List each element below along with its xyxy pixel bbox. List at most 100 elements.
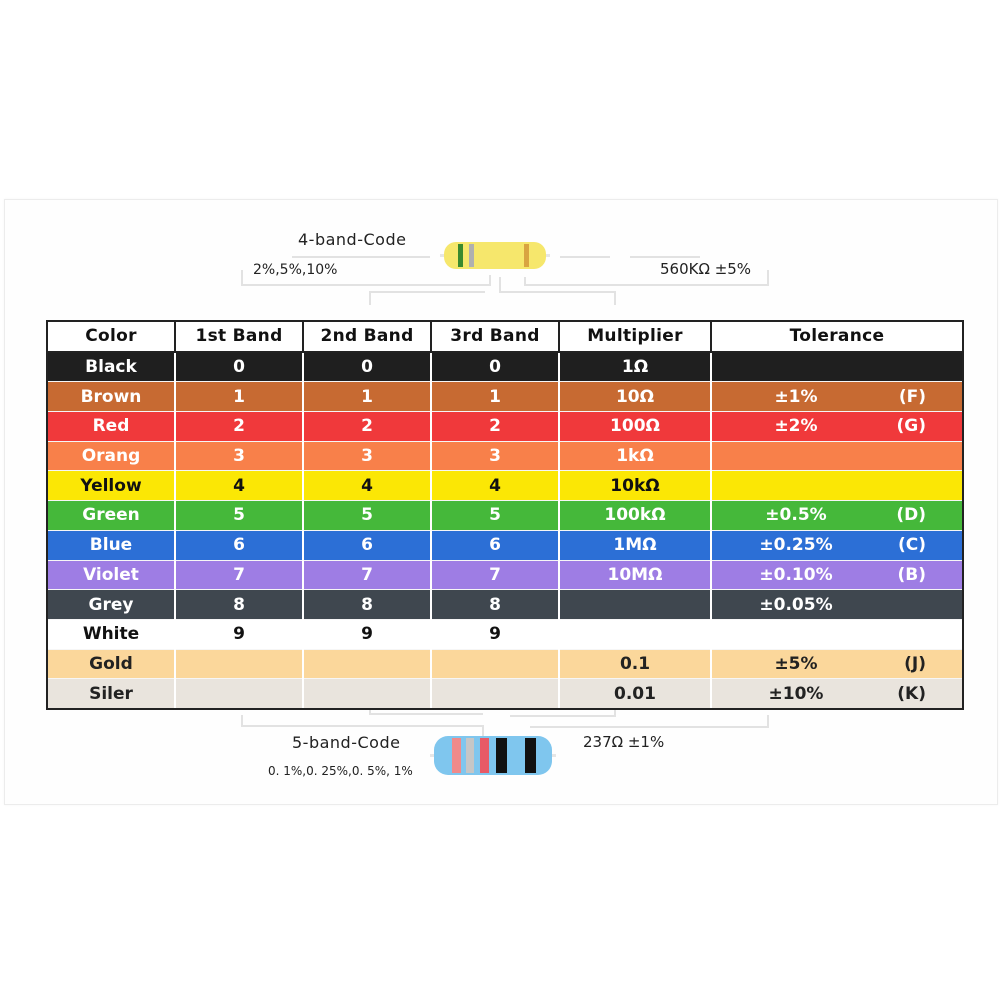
band3-cell: 2 xyxy=(430,411,560,442)
band1-cell: 5 xyxy=(174,500,304,531)
color-cell: Gold xyxy=(46,648,176,680)
resistor4-band-2 xyxy=(469,244,474,267)
band2-cell: 4 xyxy=(302,470,432,502)
color-cell: Brown xyxy=(46,381,176,413)
four-band-code-title: 4-band-Code xyxy=(298,230,407,249)
tolerance-cell xyxy=(710,470,964,502)
color-cell: Orang xyxy=(46,440,176,472)
multiplier-cell: 10kΩ xyxy=(558,470,712,502)
header-color: Color xyxy=(46,320,176,353)
tolerance-value: ±0.05% xyxy=(759,594,833,615)
band2-cell: 0 xyxy=(302,351,432,383)
five-band-resistor-icon xyxy=(430,736,556,775)
tolerance-cell xyxy=(710,351,964,383)
resistor-color-code-table: Color 1st Band 2nd Band 3rd Band Multipl… xyxy=(46,320,964,710)
band1-cell xyxy=(174,678,304,710)
band1-cell: 4 xyxy=(174,470,304,502)
band3-cell: 0 xyxy=(430,351,560,383)
band2-cell: 8 xyxy=(302,589,432,620)
multiplier-cell xyxy=(558,589,712,620)
header-multiplier: Multiplier xyxy=(558,320,712,353)
band3-cell xyxy=(430,678,560,710)
header-tolerance: Tolerance xyxy=(710,320,964,353)
band2-cell: 6 xyxy=(302,529,432,561)
tolerance-letter-code: (F) xyxy=(898,386,926,407)
multiplier-cell: 1Ω xyxy=(558,351,712,383)
multiplier-cell: 10Ω xyxy=(558,381,712,413)
color-cell: Siler xyxy=(46,678,176,710)
tolerance-cell: ±0.25% (C) xyxy=(710,529,964,561)
four-band-resistor-icon xyxy=(440,242,550,269)
color-cell: Black xyxy=(46,351,176,383)
multiplier-cell: 1MΩ xyxy=(558,529,712,561)
table-row: Grey 8 8 8 ±0.05% xyxy=(46,589,964,620)
band2-cell: 1 xyxy=(302,381,432,413)
resistor5-body xyxy=(434,736,552,775)
resistor5-band-4 xyxy=(496,738,507,773)
tolerance-value: ±0.25% xyxy=(759,535,833,556)
color-cell: White xyxy=(46,618,176,650)
band1-cell xyxy=(174,648,304,680)
band1-cell: 3 xyxy=(174,440,304,472)
tolerance-cell xyxy=(710,618,964,650)
band1-cell: 7 xyxy=(174,559,304,591)
tolerance-value: ±10% xyxy=(768,683,824,704)
band1-cell: 6 xyxy=(174,529,304,561)
multiplier-cell xyxy=(558,618,712,650)
tolerance-letter-code: (J) xyxy=(904,653,926,674)
band2-cell: 3 xyxy=(302,440,432,472)
five-band-example-value: 237Ω ±1% xyxy=(583,733,665,751)
tolerance-cell: ±10% (K) xyxy=(710,678,964,710)
color-cell: Blue xyxy=(46,529,176,561)
band2-cell: 5 xyxy=(302,500,432,531)
table-row: Violet 7 7 7 10MΩ ±0.10% (B) xyxy=(46,559,964,591)
tolerance-value: ±5% xyxy=(774,653,818,674)
tolerance-letter-code: (K) xyxy=(897,683,926,704)
tolerance-letter-code: (D) xyxy=(896,505,926,526)
header-2nd-band: 2nd Band xyxy=(302,320,432,353)
band1-cell: 2 xyxy=(174,411,304,442)
color-cell: Green xyxy=(46,500,176,531)
band3-cell: 6 xyxy=(430,529,560,561)
table-row: White 9 9 9 xyxy=(46,618,964,650)
table-row: Brown 1 1 1 10Ω ±1% (F) xyxy=(46,381,964,413)
tolerance-cell: ±1% (F) xyxy=(710,381,964,413)
tolerance-value: ±0.10% xyxy=(759,564,833,585)
table-row: Gold 0.1 ±5% (J) xyxy=(46,648,964,680)
band3-cell: 9 xyxy=(430,618,560,650)
band2-cell: 9 xyxy=(302,618,432,650)
four-band-tolerances: 2%,5%,10% xyxy=(253,262,338,278)
color-cell: Red xyxy=(46,411,176,442)
header-3rd-band: 3rd Band xyxy=(430,320,560,353)
tolerance-value: ±1% xyxy=(774,386,818,407)
table-row: Green 5 5 5 100kΩ ±0.5% (D) xyxy=(46,500,964,531)
color-cell: Grey xyxy=(46,589,176,620)
tolerance-cell: ±0.05% xyxy=(710,589,964,620)
resistor5-band-2 xyxy=(466,738,474,773)
multiplier-cell: 100Ω xyxy=(558,411,712,442)
table-row: Siler 0.01 ±10% (K) xyxy=(46,678,964,710)
band1-cell: 1 xyxy=(174,381,304,413)
tolerance-cell: ±0.5% (D) xyxy=(710,500,964,531)
tolerance-value: ±2% xyxy=(774,416,818,437)
tolerance-letter-code: (B) xyxy=(897,564,927,585)
five-band-code-title: 5-band-Code xyxy=(292,733,401,752)
multiplier-cell: 0.1 xyxy=(558,648,712,680)
table-row: Red 2 2 2 100Ω ±2% (G) xyxy=(46,411,964,442)
band3-cell: 8 xyxy=(430,589,560,620)
color-cell: Violet xyxy=(46,559,176,591)
tolerance-value: ±0.5% xyxy=(765,505,827,526)
band3-cell: 1 xyxy=(430,381,560,413)
band3-cell xyxy=(430,648,560,680)
table-row: Yellow 4 4 4 10kΩ xyxy=(46,470,964,502)
multiplier-cell: 10MΩ xyxy=(558,559,712,591)
resistor4-band-3 xyxy=(524,244,529,267)
band1-cell: 0 xyxy=(174,351,304,383)
resistor5-band-3 xyxy=(480,738,489,773)
band3-cell: 3 xyxy=(430,440,560,472)
band3-cell: 7 xyxy=(430,559,560,591)
band2-cell: 7 xyxy=(302,559,432,591)
tolerance-letter-code: (G) xyxy=(896,416,927,437)
multiplier-cell: 0.01 xyxy=(558,678,712,710)
band3-cell: 5 xyxy=(430,500,560,531)
